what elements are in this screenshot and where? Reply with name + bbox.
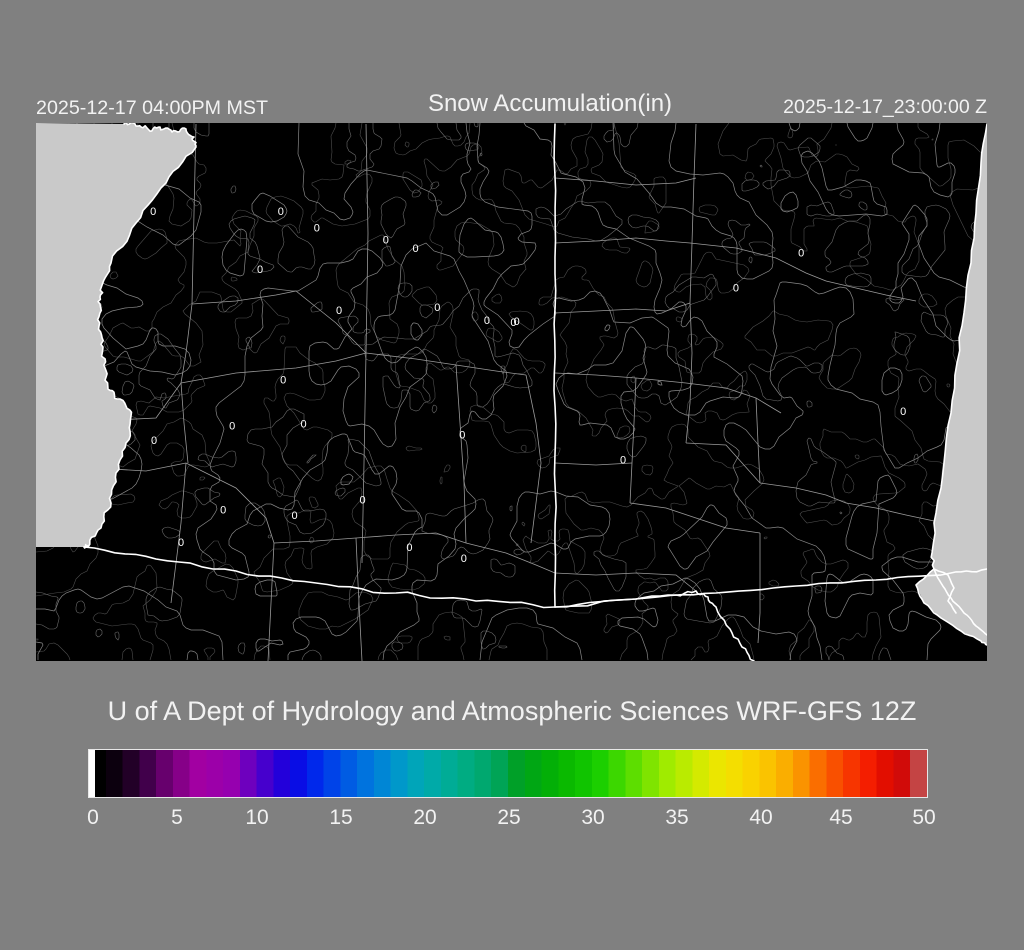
svg-text:0: 0 bbox=[798, 248, 804, 260]
svg-text:0: 0 bbox=[178, 537, 184, 549]
svg-text:0: 0 bbox=[461, 553, 467, 565]
svg-text:0: 0 bbox=[336, 305, 342, 317]
svg-text:0: 0 bbox=[459, 430, 465, 442]
svg-text:0: 0 bbox=[314, 222, 320, 234]
svg-text:0: 0 bbox=[150, 206, 156, 218]
svg-text:0: 0 bbox=[412, 243, 418, 255]
svg-text:0: 0 bbox=[620, 455, 626, 467]
svg-text:0: 0 bbox=[514, 316, 520, 328]
svg-text:0: 0 bbox=[257, 264, 263, 276]
svg-text:0: 0 bbox=[291, 510, 297, 522]
svg-text:0: 0 bbox=[434, 302, 440, 314]
svg-text:0: 0 bbox=[733, 282, 739, 294]
svg-text:0: 0 bbox=[151, 435, 157, 447]
svg-text:0: 0 bbox=[229, 421, 235, 433]
svg-text:0: 0 bbox=[280, 375, 286, 387]
svg-text:0: 0 bbox=[220, 505, 226, 517]
svg-text:0: 0 bbox=[360, 495, 366, 507]
svg-text:0: 0 bbox=[900, 406, 906, 418]
svg-text:0: 0 bbox=[278, 206, 284, 218]
svg-text:0: 0 bbox=[300, 419, 306, 431]
svg-text:0: 0 bbox=[383, 235, 389, 247]
svg-text:0: 0 bbox=[484, 315, 490, 327]
svg-text:0: 0 bbox=[406, 542, 412, 554]
